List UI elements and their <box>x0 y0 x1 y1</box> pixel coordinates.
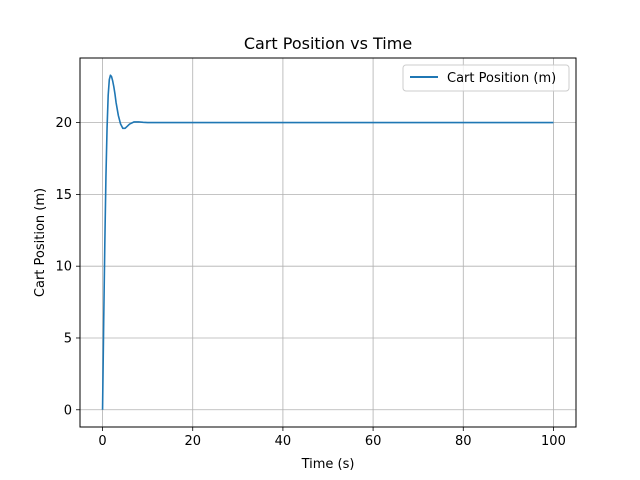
series-line <box>101 74 554 410</box>
chart-title: Cart Position vs Time <box>244 34 412 53</box>
y-tick-label: 20 <box>55 116 72 131</box>
y-tick-label: 0 <box>64 403 72 418</box>
x-tick-label: 20 <box>184 434 201 449</box>
x-tick-label: 0 <box>98 434 106 449</box>
x-tick-label: 40 <box>275 434 292 449</box>
legend: Cart Position (m) <box>402 64 570 92</box>
y-tick-label: 10 <box>55 260 72 275</box>
legend-label: Cart Position (m) <box>447 71 556 86</box>
legend-box <box>402 64 570 92</box>
plot-area-frame <box>79 57 577 428</box>
y-tick-label: 5 <box>64 331 72 346</box>
x-tick-label: 60 <box>365 434 382 449</box>
y-axis-label: Cart Position (m) <box>33 188 48 297</box>
series-layer <box>101 74 554 410</box>
x-axis-label: Time (s) <box>301 457 355 472</box>
x-tick-label: 80 <box>455 434 472 449</box>
ticks: 0 20 40 60 80 100 0 5 10 15 20 <box>55 116 565 449</box>
x-tick-label: 100 <box>541 434 566 449</box>
y-tick-label: 15 <box>55 188 72 203</box>
